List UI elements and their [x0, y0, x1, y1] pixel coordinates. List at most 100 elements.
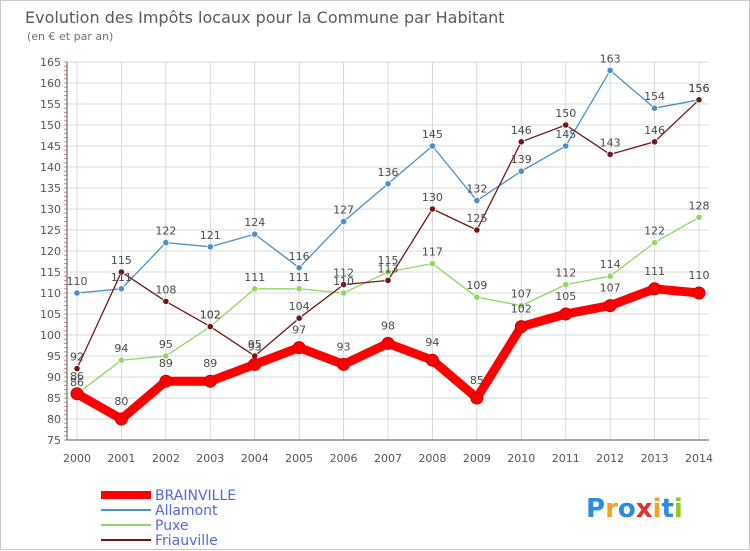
x-tick-label: 2006 [330, 452, 358, 465]
legend-label-puxe: Puxe [155, 518, 189, 534]
data-point-friauville [606, 150, 614, 158]
data-label-friauville: 92 [70, 351, 84, 364]
y-tick-label: 145 [40, 140, 61, 153]
y-tick-label: 130 [40, 203, 61, 216]
data-label-puxe: 114 [600, 258, 621, 271]
chart-title: Evolution des Impôts locaux pour la Comm… [25, 8, 505, 27]
data-label-friauville: 143 [600, 136, 621, 149]
data-point-brainville [559, 307, 573, 321]
y-tick-label: 135 [40, 182, 61, 195]
data-point-brainville [70, 387, 84, 401]
data-label-brainville: 102 [511, 303, 532, 316]
data-label-brainville: 105 [555, 290, 576, 303]
data-label-brainville: 86 [70, 370, 84, 383]
data-point-puxe [562, 280, 570, 289]
data-point-friauville [517, 138, 525, 146]
data-point-friauville [695, 96, 703, 104]
y-tick-label: 125 [40, 224, 61, 237]
y-tick-label: 120 [40, 245, 61, 258]
data-label-brainville: 93 [337, 340, 351, 353]
data-point-friauville [295, 314, 303, 322]
data-point-allamont [339, 218, 348, 226]
data-point-friauville [473, 226, 481, 234]
x-tick-label: 2014 [685, 452, 713, 465]
data-label-allamont: 124 [244, 216, 265, 229]
proxiti-logo: Proxiti [586, 494, 683, 524]
y-tick-label: 95 [47, 350, 61, 363]
data-label-allamont: 111 [111, 271, 132, 284]
data-label-brainville: 93 [248, 340, 262, 353]
data-point-brainville [381, 336, 395, 350]
data-label-allamont: 145 [555, 128, 576, 141]
legend-label-friauville: Friauville [155, 533, 218, 549]
legend-label-brainville: BRAINVILLE [155, 488, 236, 504]
data-point-brainville [470, 391, 484, 405]
data-point-allamont [650, 104, 659, 112]
data-label-brainville: 85 [470, 374, 484, 387]
x-tick-label: 2001 [107, 452, 135, 465]
x-tick-label: 2000 [63, 452, 91, 465]
x-tick-label: 2003 [196, 452, 224, 465]
data-point-brainville [648, 282, 662, 296]
data-label-friauville: 112 [333, 267, 354, 280]
data-label-allamont: 121 [200, 229, 221, 242]
y-tick-label: 75 [47, 434, 61, 447]
data-point-brainville [514, 320, 528, 334]
data-point-allamont [162, 239, 170, 247]
data-label-brainville: 94 [425, 336, 439, 349]
data-label-puxe: 94 [114, 342, 128, 355]
data-label-friauville: 113 [378, 262, 399, 275]
y-tick-label: 155 [40, 98, 61, 111]
data-label-allamont: 163 [600, 52, 621, 65]
data-point-friauville [562, 121, 570, 129]
data-point-puxe [117, 356, 126, 364]
data-label-friauville: 146 [644, 124, 665, 137]
data-point-friauville [384, 276, 392, 284]
data-point-brainville [114, 412, 128, 426]
data-point-brainville [337, 357, 351, 371]
data-point-allamont [384, 180, 392, 188]
data-point-brainville [692, 286, 706, 300]
data-label-friauville: 150 [555, 107, 576, 120]
data-label-friauville: 95 [248, 338, 262, 351]
data-label-puxe: 117 [422, 246, 443, 259]
legend-label-allamont: Allamont [155, 503, 218, 519]
data-point-allamont [562, 142, 570, 150]
x-tick-label: 2013 [641, 452, 669, 465]
data-label-allamont: 136 [378, 166, 399, 179]
data-point-friauville [428, 205, 437, 213]
data-label-puxe: 128 [689, 199, 710, 212]
y-tick-label: 165 [40, 56, 61, 69]
data-point-friauville [206, 322, 214, 331]
chart-subtitle: (en € et par an) [27, 30, 113, 43]
data-label-puxe: 109 [466, 279, 487, 292]
data-point-puxe [295, 285, 303, 293]
data-label-friauville: 102 [200, 309, 221, 322]
data-label-brainville: 98 [381, 319, 395, 332]
data-point-friauville [650, 138, 659, 146]
y-tick-label: 85 [47, 392, 61, 405]
data-point-allamont [206, 243, 214, 251]
data-label-friauville: 108 [155, 283, 176, 296]
data-label-puxe: 95 [159, 338, 173, 351]
data-point-puxe [428, 259, 437, 268]
data-label-allamont: 116 [289, 250, 310, 263]
data-label-allamont: 132 [466, 183, 487, 196]
data-point-brainville [292, 341, 306, 355]
data-label-friauville: 146 [511, 124, 532, 137]
data-label-brainville: 89 [159, 357, 173, 370]
data-point-puxe [339, 289, 348, 297]
data-point-brainville [425, 353, 439, 367]
x-tick-label: 2007 [374, 452, 402, 465]
data-point-puxe [606, 272, 614, 280]
data-point-puxe [517, 301, 525, 310]
data-point-allamont [73, 289, 81, 297]
y-tick-label: 110 [40, 287, 61, 300]
y-tick-label: 105 [40, 308, 61, 321]
y-tick-label: 150 [40, 119, 61, 132]
data-point-puxe [384, 268, 392, 276]
data-label-puxe: 122 [644, 225, 665, 238]
x-tick-label: 2005 [285, 452, 313, 465]
data-label-brainville: 80 [114, 395, 128, 408]
y-tick-label: 80 [47, 413, 61, 426]
